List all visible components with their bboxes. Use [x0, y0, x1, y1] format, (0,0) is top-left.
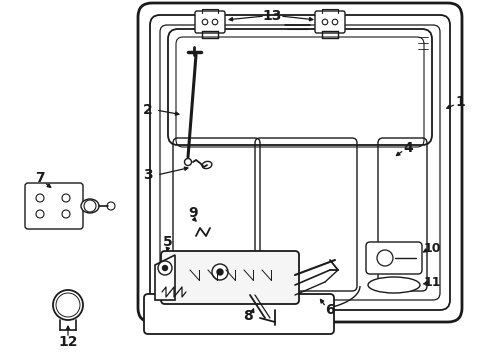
- Text: 13: 13: [262, 9, 282, 23]
- FancyBboxPatch shape: [25, 183, 83, 229]
- Polygon shape: [155, 255, 175, 300]
- Text: 6: 6: [325, 303, 335, 317]
- Circle shape: [163, 266, 168, 270]
- Circle shape: [53, 290, 83, 320]
- Circle shape: [158, 261, 172, 275]
- Circle shape: [59, 296, 77, 314]
- Text: 5: 5: [163, 235, 173, 249]
- Ellipse shape: [202, 161, 212, 168]
- Text: 1: 1: [455, 95, 465, 109]
- Circle shape: [56, 293, 80, 317]
- FancyBboxPatch shape: [366, 242, 422, 274]
- Circle shape: [62, 210, 70, 218]
- Circle shape: [322, 19, 328, 25]
- Circle shape: [63, 300, 73, 310]
- Ellipse shape: [81, 199, 99, 213]
- Text: 7: 7: [35, 171, 45, 185]
- Text: 8: 8: [243, 309, 253, 323]
- Text: 2: 2: [143, 103, 153, 117]
- Circle shape: [332, 19, 338, 25]
- FancyBboxPatch shape: [315, 11, 345, 33]
- Circle shape: [212, 19, 218, 25]
- Ellipse shape: [368, 277, 420, 293]
- FancyBboxPatch shape: [161, 251, 299, 304]
- Circle shape: [202, 19, 208, 25]
- Circle shape: [212, 264, 228, 280]
- FancyBboxPatch shape: [144, 294, 334, 334]
- Text: 11: 11: [423, 275, 441, 288]
- Circle shape: [185, 158, 192, 166]
- Text: 3: 3: [143, 168, 153, 182]
- Text: 9: 9: [188, 206, 198, 220]
- Circle shape: [62, 194, 70, 202]
- Text: 10: 10: [423, 242, 441, 255]
- Circle shape: [217, 269, 223, 275]
- Circle shape: [36, 210, 44, 218]
- Circle shape: [36, 194, 44, 202]
- Circle shape: [84, 200, 96, 212]
- Circle shape: [377, 250, 393, 266]
- Circle shape: [107, 202, 115, 210]
- Text: 4: 4: [403, 141, 413, 155]
- Text: 12: 12: [58, 335, 78, 349]
- FancyBboxPatch shape: [195, 11, 225, 33]
